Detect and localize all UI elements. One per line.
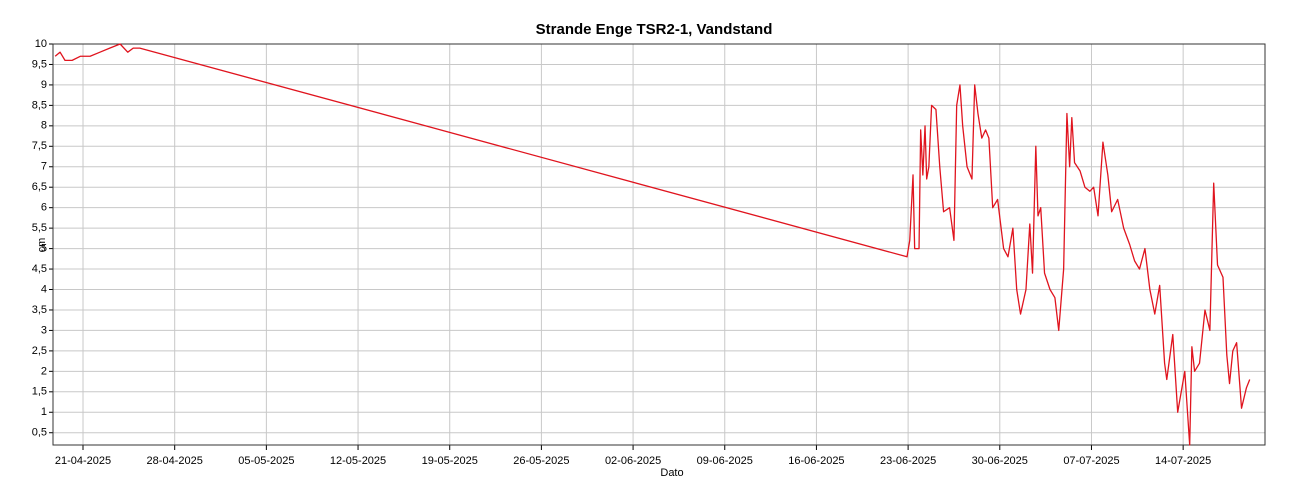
y-tick-label: 0,5 [32,427,47,439]
y-tick-label: 9,5 [32,58,47,70]
y-tick-label: 2 [41,365,47,377]
x-tick-label: 16-06-2025 [788,455,844,467]
y-tick-label: 3,5 [32,304,47,316]
x-tick-label: 02-06-2025 [605,455,661,467]
y-axis-label: cm [36,238,48,253]
y-tick-label: 4 [41,283,47,295]
x-tick-label: 19-05-2025 [422,455,478,467]
y-tick-label: 6 [41,202,47,214]
y-tick-label: 8,5 [32,99,47,111]
y-tick-label: 5,5 [32,222,47,234]
y-tick-label: 6,5 [32,181,47,193]
y-tick-label: 3 [41,324,47,336]
chart-title: Strande Enge TSR2-1, Vandstand [536,21,773,38]
data-line [54,43,1251,446]
x-tick-label: 14-07-2025 [1155,455,1211,467]
x-tick-label: 30-06-2025 [972,455,1028,467]
y-tick-label: 4,5 [32,263,47,275]
x-tick-label: 09-06-2025 [697,455,753,467]
x-axis-label: Dato [660,467,683,479]
x-tick-label: 05-05-2025 [238,455,294,467]
x-tick-label: 23-06-2025 [880,455,936,467]
y-tick-label: 7,5 [32,140,47,152]
y-tick-label: 7 [41,161,47,173]
plot-frame [52,43,1266,446]
x-tick-label: 12-05-2025 [330,455,386,467]
x-tick-label: 21-04-2025 [55,455,111,467]
y-tick-label: 10 [35,38,47,50]
y-tick-label: 9 [41,79,47,91]
x-tick-label: 07-07-2025 [1063,455,1119,467]
x-tick-label: 28-04-2025 [147,455,203,467]
x-tick-label: 26-05-2025 [513,455,569,467]
y-tick-label: 1 [41,406,47,418]
y-tick-label: 8 [41,120,47,132]
y-tick-label: 2,5 [32,345,47,357]
y-tick-label: 1,5 [32,386,47,398]
y-tick-label: 5 [41,242,47,254]
